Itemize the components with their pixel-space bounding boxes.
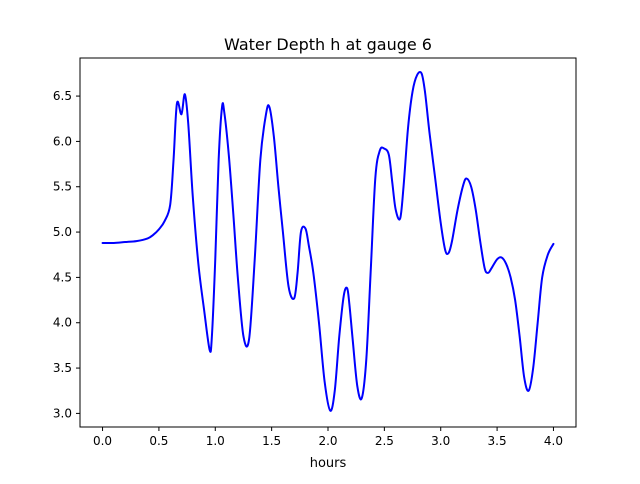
- y-tick-label: 4.0: [53, 316, 72, 330]
- series-line: [101, 71, 555, 412]
- x-axis: 0.0 0.5 1.0 1.5 2.0 2.5 3.0 3.5 4.0: [93, 427, 563, 448]
- y-axis: 3.0 3.5 4.0 4.5 5.0 5.5 6.0 6.5: [53, 89, 80, 420]
- x-tick-label: 1.0: [206, 434, 225, 448]
- y-tick-label: 3.0: [53, 406, 72, 420]
- y-tick-label: 5.0: [53, 225, 72, 239]
- x-tick-label: 2.0: [318, 434, 337, 448]
- y-tick-label: 6.5: [53, 89, 72, 103]
- x-tick-label: 4.0: [544, 434, 563, 448]
- x-tick-label: 3.0: [431, 434, 450, 448]
- chart-title: Water Depth h at gauge 6: [224, 35, 432, 54]
- x-tick-label: 0.5: [149, 434, 168, 448]
- x-axis-label: hours: [310, 456, 347, 471]
- x-tick-label: 2.5: [375, 434, 394, 448]
- x-tick-label: 3.5: [488, 434, 507, 448]
- y-tick-label: 4.5: [53, 270, 72, 284]
- x-tick-label: 0.0: [93, 434, 112, 448]
- y-tick-label: 3.5: [53, 361, 72, 375]
- y-tick-label: 5.5: [53, 180, 72, 194]
- x-tick-label: 1.5: [262, 434, 281, 448]
- y-tick-label: 6.0: [53, 134, 72, 148]
